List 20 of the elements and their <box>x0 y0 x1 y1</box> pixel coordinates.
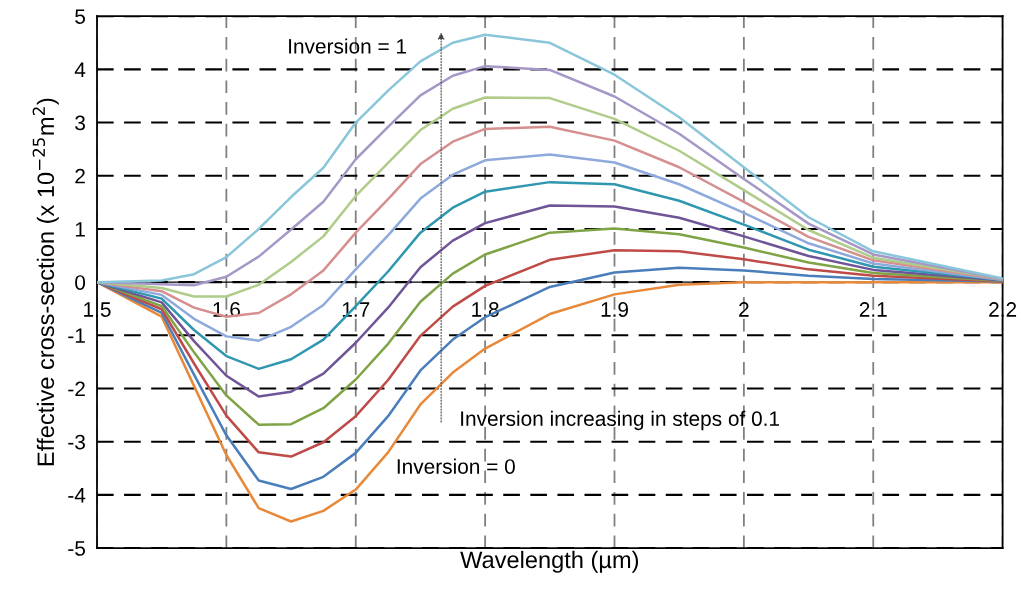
x-tick-label: 1.9 <box>601 302 628 317</box>
y-tick-label: 5 <box>75 9 86 24</box>
y-tick-label: 1 <box>75 222 85 237</box>
y-tick-label: 2 <box>75 168 85 184</box>
x-tick-label: 2 <box>739 302 749 317</box>
y-tick-label: -3 <box>68 434 85 450</box>
y-tick-label: -5 <box>68 541 86 556</box>
y-tick-label: 4 <box>74 62 86 77</box>
y-tick-label: -4 <box>68 488 86 503</box>
y-tick-label: -2 <box>68 381 85 397</box>
y-tick-label: 0 <box>75 275 86 290</box>
y-axis-title: Effective cross-section (x 10$^{−25}$m$^{2}$) <box>32 98 59 466</box>
x-tick-label: 2.1 <box>859 302 887 317</box>
annotation: Inversion increasing in steps of 0.1 <box>461 410 780 431</box>
annotation: Inversion = 1 <box>289 38 407 54</box>
y-tick-label: -1 <box>68 328 85 343</box>
x-axis-title: Wavelength (µm) <box>460 550 639 573</box>
x-tick-label: 1.8 <box>472 302 499 317</box>
annotation: Inversion = 0 <box>397 458 515 474</box>
y-tick-label: 3 <box>75 115 85 131</box>
